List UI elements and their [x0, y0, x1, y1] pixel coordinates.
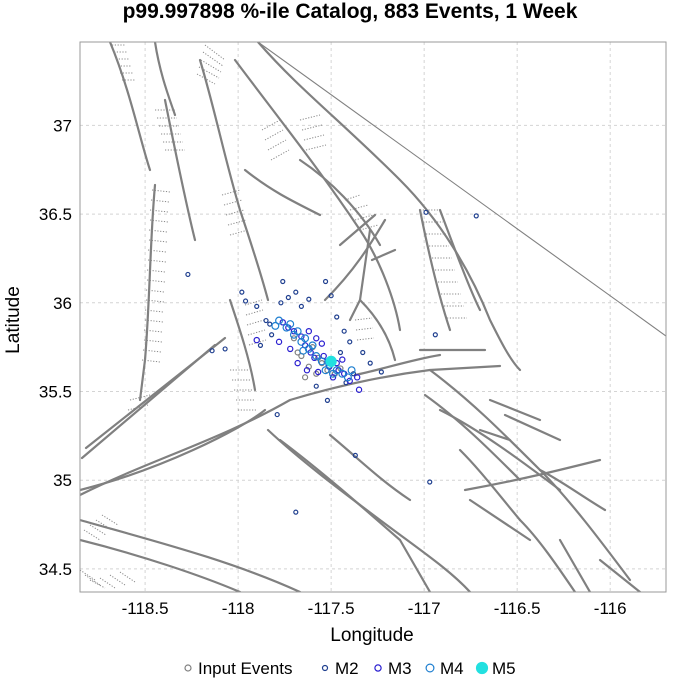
- legend-label: M2: [335, 659, 359, 678]
- point-m2: [209, 348, 215, 354]
- point-m3: [318, 340, 326, 347]
- x-tick-label: -117: [408, 599, 441, 618]
- point-m3: [329, 374, 337, 381]
- y-tick-label: 36.5: [39, 205, 72, 224]
- point-m2: [222, 346, 228, 352]
- point-m2: [267, 321, 273, 327]
- y-axis-label: Latitude: [3, 286, 24, 354]
- point-m2: [378, 369, 384, 375]
- point-m2: [306, 296, 312, 302]
- chart-title: p99.997898 %-ile Catalog, 883 Events, 1 …: [123, 0, 578, 23]
- legend-label: M5: [492, 659, 516, 678]
- y-tick-label: 35: [53, 471, 72, 490]
- point-m2: [269, 332, 275, 338]
- fault-map: [80, 42, 666, 592]
- legend-label: Input Events: [198, 659, 293, 678]
- point-m3: [353, 374, 361, 381]
- point-m2: [473, 213, 479, 219]
- point-m3: [355, 386, 363, 393]
- plot-frame: [79, 41, 667, 593]
- point-m2: [293, 509, 299, 515]
- point-m4: [271, 321, 280, 330]
- point-m2: [328, 293, 334, 299]
- point-m2: [280, 278, 286, 285]
- point-m2: [293, 289, 299, 295]
- axes: -118.5 -118 -117.5 -117 -116.5 -116 34.5 35 35.5…: [39, 116, 627, 618]
- point-m5: [325, 355, 337, 367]
- legend-marker: [374, 664, 382, 672]
- point-m4: [308, 341, 317, 350]
- legend-marker: [475, 661, 489, 675]
- point-m2: [254, 303, 260, 309]
- point-m2: [313, 383, 319, 389]
- point-m4: [299, 346, 308, 355]
- point-input-events: [313, 370, 320, 377]
- point-m3: [290, 327, 298, 335]
- legend-marker: [321, 664, 329, 672]
- x-tick-label: -118: [222, 599, 255, 618]
- x-tick-label: -117.5: [308, 599, 355, 618]
- point-m4: [347, 366, 356, 375]
- x-tick-label: -116: [594, 599, 627, 618]
- point-m4: [321, 366, 330, 375]
- point-m2: [285, 294, 291, 301]
- point-m2: [324, 397, 331, 403]
- point-m2: [242, 298, 249, 304]
- legend-label: M4: [440, 659, 464, 678]
- legend-label: M3: [388, 659, 412, 678]
- point-m3: [311, 354, 318, 362]
- point-m2: [263, 317, 269, 324]
- y-tick-label: 37: [53, 116, 72, 135]
- point-m3: [314, 368, 322, 376]
- point-m4: [329, 369, 338, 378]
- legend-marker: [425, 663, 435, 673]
- y-tick-label: 34.5: [39, 560, 72, 579]
- x-tick-label: -118.5: [122, 599, 169, 618]
- point-m3: [313, 335, 320, 342]
- x-tick-label: -116.5: [494, 599, 541, 618]
- point-m2: [322, 278, 329, 285]
- point-m2: [334, 314, 340, 320]
- point-m2: [298, 303, 304, 309]
- point-m3: [339, 356, 346, 363]
- point-m2: [423, 209, 429, 215]
- point-m2: [432, 332, 438, 338]
- point-m3: [303, 367, 311, 374]
- point-m3: [287, 345, 294, 353]
- point-m4: [293, 327, 302, 336]
- data-points: [185, 209, 479, 515]
- point-m2: [367, 360, 373, 366]
- legend: Input Events M2 M3 M4 M5: [184, 659, 516, 678]
- point-m2: [239, 289, 245, 295]
- point-m2: [185, 271, 191, 278]
- point-m2: [274, 411, 280, 418]
- point-m4: [275, 316, 284, 325]
- point-m2: [337, 349, 344, 356]
- x-axis-label: Longitude: [330, 625, 413, 646]
- point-m2: [347, 339, 353, 345]
- point-m2: [278, 300, 284, 306]
- point-m3: [294, 359, 301, 367]
- point-m2: [352, 452, 358, 458]
- point-m3: [305, 327, 313, 335]
- point-m4: [338, 369, 347, 378]
- point-m4: [343, 373, 352, 382]
- point-m4: [286, 320, 295, 329]
- point-m3: [275, 338, 283, 346]
- point-m2: [427, 479, 433, 485]
- point-m2: [341, 328, 347, 334]
- point-m4: [301, 334, 310, 343]
- point-m4: [312, 352, 321, 361]
- y-tick-label: 35.5: [39, 383, 72, 402]
- point-m2: [360, 349, 366, 356]
- point-m2: [257, 342, 264, 348]
- point-input-events: [301, 374, 309, 381]
- point-m3: [253, 336, 260, 344]
- point-m4: [317, 357, 326, 366]
- y-tick-label: 36: [53, 294, 72, 313]
- legend-marker: [184, 664, 192, 672]
- point-input-events: [290, 335, 298, 342]
